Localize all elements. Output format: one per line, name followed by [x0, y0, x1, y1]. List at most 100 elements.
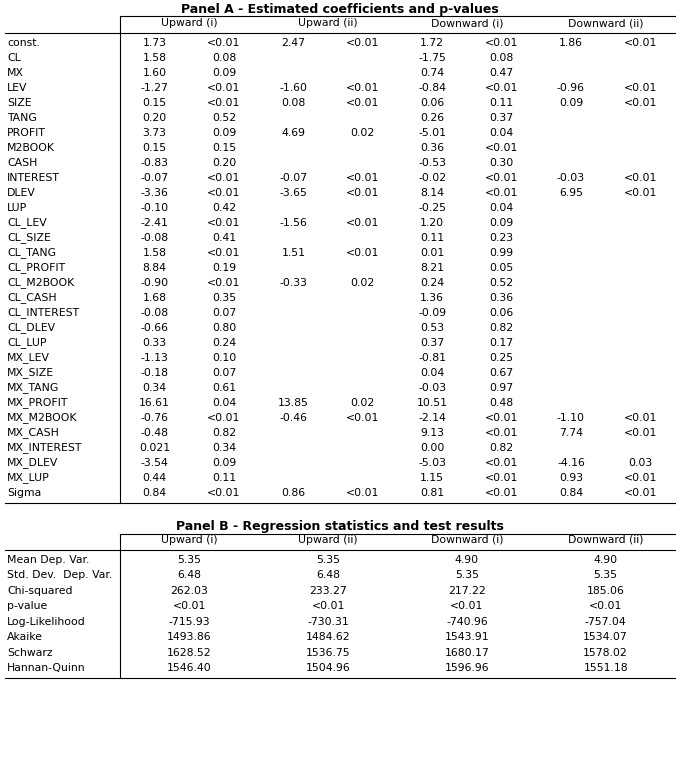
Text: <0.01: <0.01	[173, 601, 206, 611]
Text: <0.01: <0.01	[346, 488, 379, 498]
Text: 9.13: 9.13	[420, 428, 444, 438]
Text: 1.58: 1.58	[143, 248, 166, 258]
Text: 1.15: 1.15	[420, 473, 444, 483]
Text: 8.14: 8.14	[420, 188, 444, 198]
Text: 0.04: 0.04	[490, 128, 514, 138]
Text: -1.75: -1.75	[418, 53, 446, 63]
Text: 6.48: 6.48	[316, 570, 340, 580]
Text: 4.90: 4.90	[455, 555, 479, 565]
Text: 0.01: 0.01	[420, 248, 444, 258]
Text: <0.01: <0.01	[346, 188, 379, 198]
Text: -0.08: -0.08	[140, 308, 168, 318]
Text: 1493.86: 1493.86	[167, 632, 211, 643]
Text: 0.61: 0.61	[212, 383, 236, 393]
Text: 1680.17: 1680.17	[445, 648, 489, 658]
Text: -2.41: -2.41	[140, 218, 168, 228]
Text: <0.01: <0.01	[485, 428, 518, 438]
Text: LEV: LEV	[7, 83, 27, 93]
Text: 1628.52: 1628.52	[167, 648, 211, 658]
Text: 0.23: 0.23	[490, 233, 514, 243]
Text: 0.67: 0.67	[490, 368, 514, 378]
Text: TANG: TANG	[7, 113, 37, 123]
Text: 0.52: 0.52	[212, 113, 236, 123]
Text: 0.06: 0.06	[420, 98, 444, 108]
Text: 0.021: 0.021	[139, 443, 170, 453]
Text: SIZE: SIZE	[7, 98, 31, 108]
Text: 0.04: 0.04	[490, 203, 514, 213]
Text: 0.11: 0.11	[212, 473, 236, 483]
Text: <0.01: <0.01	[623, 83, 657, 93]
Text: 0.53: 0.53	[420, 323, 444, 333]
Text: 0.07: 0.07	[212, 308, 236, 318]
Text: -0.90: -0.90	[140, 278, 168, 288]
Text: Akaike: Akaike	[7, 632, 43, 643]
Text: 0.82: 0.82	[490, 443, 514, 453]
Text: -0.46: -0.46	[280, 413, 308, 423]
Text: <0.01: <0.01	[623, 473, 657, 483]
Text: 217.22: 217.22	[448, 586, 486, 596]
Text: 1.73: 1.73	[143, 38, 166, 48]
Text: 0.15: 0.15	[143, 143, 167, 153]
Text: 6.48: 6.48	[177, 570, 201, 580]
Text: 0.47: 0.47	[490, 68, 514, 78]
Text: <0.01: <0.01	[207, 173, 241, 183]
Text: 0.20: 0.20	[143, 113, 167, 123]
Text: <0.01: <0.01	[623, 413, 657, 423]
Text: 8.21: 8.21	[420, 263, 444, 273]
Text: 1.20: 1.20	[420, 218, 444, 228]
Text: -0.33: -0.33	[280, 278, 308, 288]
Text: <0.01: <0.01	[207, 488, 241, 498]
Text: <0.01: <0.01	[485, 173, 518, 183]
Text: 0.33: 0.33	[143, 338, 167, 348]
Text: 0.05: 0.05	[490, 263, 514, 273]
Text: -730.31: -730.31	[308, 617, 349, 627]
Text: 233.27: 233.27	[309, 586, 347, 596]
Text: -0.07: -0.07	[280, 173, 308, 183]
Text: Mean Dep. Var.: Mean Dep. Var.	[7, 555, 89, 565]
Text: 7.74: 7.74	[559, 428, 583, 438]
Text: 1504.96: 1504.96	[306, 664, 351, 673]
Text: 1.36: 1.36	[420, 293, 444, 303]
Text: -0.84: -0.84	[418, 83, 446, 93]
Text: CL_PROFIT: CL_PROFIT	[7, 263, 65, 274]
Text: 0.09: 0.09	[212, 458, 236, 468]
Text: 0.99: 0.99	[490, 248, 514, 258]
Text: -1.13: -1.13	[140, 353, 168, 363]
Text: const.: const.	[7, 38, 40, 48]
Text: Downward (i): Downward (i)	[430, 18, 503, 28]
Text: <0.01: <0.01	[623, 173, 657, 183]
Text: <0.01: <0.01	[346, 38, 379, 48]
Text: 0.80: 0.80	[212, 323, 236, 333]
Text: Upward (i): Upward (i)	[161, 535, 218, 545]
Text: 5.35: 5.35	[177, 555, 201, 565]
Text: 0.07: 0.07	[212, 368, 236, 378]
Text: INTEREST: INTEREST	[7, 173, 60, 183]
Text: 5.35: 5.35	[316, 555, 340, 565]
Text: <0.01: <0.01	[207, 83, 241, 93]
Text: 0.26: 0.26	[420, 113, 444, 123]
Text: -2.14: -2.14	[418, 413, 446, 423]
Text: MX_PROFIT: MX_PROFIT	[7, 398, 68, 409]
Text: <0.01: <0.01	[485, 38, 518, 48]
Text: 0.82: 0.82	[212, 428, 236, 438]
Text: 0.02: 0.02	[351, 278, 375, 288]
Text: Downward (i): Downward (i)	[430, 535, 503, 545]
Text: Log-Likelihood: Log-Likelihood	[7, 617, 86, 627]
Text: 0.34: 0.34	[212, 443, 236, 453]
Text: <0.01: <0.01	[207, 218, 241, 228]
Text: <0.01: <0.01	[346, 413, 379, 423]
Text: 16.61: 16.61	[139, 398, 170, 408]
Text: 0.15: 0.15	[212, 143, 236, 153]
Text: -0.09: -0.09	[418, 308, 446, 318]
Text: 1534.07: 1534.07	[583, 632, 628, 643]
Text: <0.01: <0.01	[485, 83, 518, 93]
Text: -3.65: -3.65	[280, 188, 308, 198]
Text: MX: MX	[7, 68, 24, 78]
Text: 0.86: 0.86	[282, 488, 306, 498]
Text: 0.84: 0.84	[143, 488, 167, 498]
Text: 1.58: 1.58	[143, 53, 166, 63]
Text: 0.30: 0.30	[490, 158, 514, 168]
Text: 0.09: 0.09	[559, 98, 583, 108]
Text: -5.03: -5.03	[418, 458, 446, 468]
Text: -0.53: -0.53	[418, 158, 446, 168]
